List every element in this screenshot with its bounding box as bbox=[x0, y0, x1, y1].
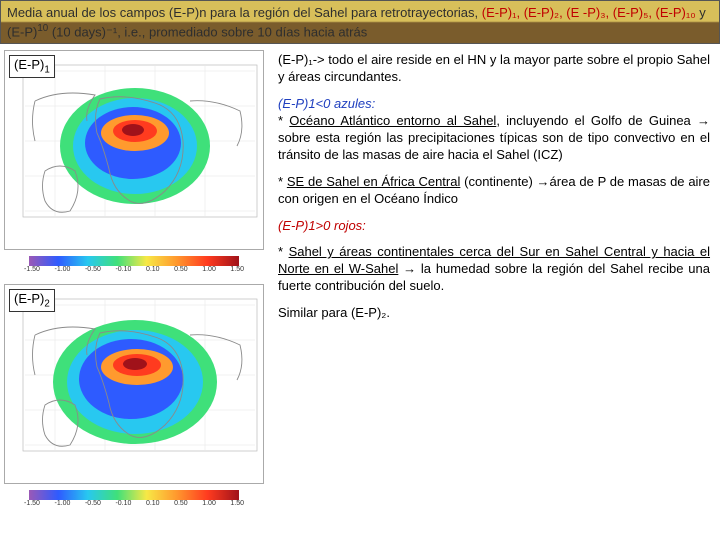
map-svg-2 bbox=[5, 285, 263, 483]
header-sup: 10 bbox=[37, 23, 48, 34]
colorbar-gradient-2 bbox=[29, 490, 239, 500]
slide-header: Media anual de los campos (E-P)n para la… bbox=[0, 0, 720, 44]
content-row: (E-P)1 bbox=[0, 44, 720, 541]
red-heading: (E-P)1>0 rojos: bbox=[278, 218, 366, 233]
map-label-1: (E-P)1 bbox=[9, 55, 55, 78]
colorbar-ticks-2: -1.50 -1.00 -0.50 -0.10 0.10 0.50 1.00 1… bbox=[24, 500, 244, 507]
p2-underline: Océano Atlántico entorno al Sahel bbox=[289, 113, 496, 128]
para-3: * SE de Sahel en África Central (contine… bbox=[278, 174, 710, 208]
para-1: (E-P)₁-> todo el aire reside en el HN y … bbox=[278, 52, 710, 86]
map-label-2: (E-P)2 bbox=[9, 289, 55, 312]
colorbar-ticks-1: -1.50 -1.00 -0.50 -0.10 0.10 0.50 1.00 1… bbox=[24, 266, 244, 273]
header-text-1: Media anual de los campos (E-P)n para la… bbox=[7, 5, 482, 20]
colorbar-2: -1.50 -1.00 -0.50 -0.10 0.10 0.50 1.00 1… bbox=[4, 490, 264, 512]
para-2: (E-P)1<0 azules: * Océano Atlántico ento… bbox=[278, 96, 710, 164]
para-5: * Sahel y áreas continentales cerca del … bbox=[278, 244, 710, 295]
header-red-terms: (E-P)₁, (E-P)₂, (E -P)₃, (E-P)₅, (E-P)₁₀ bbox=[482, 5, 696, 20]
header-tail: (10 days)⁻¹, i.e., promediado sobre 10 d… bbox=[48, 24, 367, 39]
map-panel-1: (E-P)1 bbox=[4, 50, 264, 250]
para-6: Similar para (E-P)₂. bbox=[278, 305, 710, 322]
map-panel-2: (E-P)2 bbox=[4, 284, 264, 484]
map-svg-1 bbox=[5, 51, 263, 249]
blue-heading: (E-P)1<0 azules: bbox=[278, 96, 375, 111]
colorbar-gradient-1 bbox=[29, 256, 239, 266]
maps-column: (E-P)1 bbox=[0, 44, 270, 541]
para-4: (E-P)1>0 rojos: bbox=[278, 218, 710, 235]
p3-underline: SE de Sahel en África Central bbox=[287, 174, 461, 189]
text-column: (E-P)₁-> todo el aire reside en el HN y … bbox=[270, 44, 720, 541]
colorbar-1: -1.50 -1.00 -0.50 -0.10 0.10 0.50 1.00 1… bbox=[4, 256, 264, 278]
